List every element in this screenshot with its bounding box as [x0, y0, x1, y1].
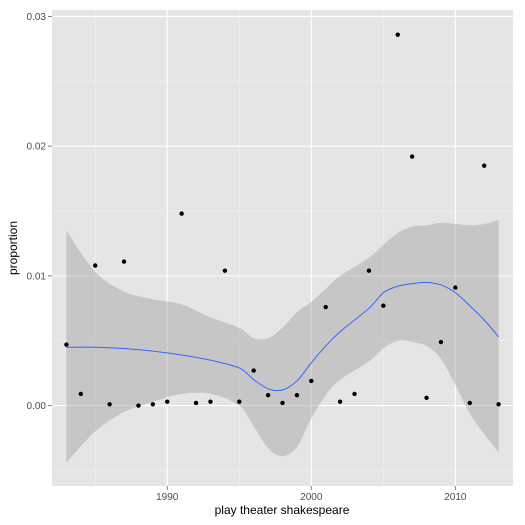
y-tick-label: 0.03 — [27, 12, 47, 23]
data-point — [93, 263, 98, 268]
data-point — [366, 268, 372, 273]
smooth-trend-line — [66, 281, 499, 392]
data-point — [309, 378, 314, 384]
data-point — [323, 304, 328, 310]
x-tick-label: 1990 — [156, 492, 179, 503]
data-point — [136, 403, 141, 408]
data-point — [237, 399, 242, 404]
major-gridlines — [52, 10, 513, 486]
data-point — [208, 399, 213, 404]
data-point — [395, 32, 400, 37]
y-axis-ticks: 0.00 0.01 0.02 0.03 — [27, 12, 52, 412]
data-point — [409, 154, 415, 159]
data-point — [193, 400, 199, 406]
data-point — [453, 285, 458, 290]
x-tick-label: 2010 — [444, 492, 467, 503]
data-point — [165, 399, 170, 404]
data-point — [352, 391, 357, 397]
x-axis-title: play theater shakespeare — [215, 503, 350, 517]
data-point — [78, 391, 84, 397]
x-axis-ticks: 1990 2000 2010 — [156, 486, 467, 503]
y-axis-title: proportion — [6, 221, 20, 275]
data-point — [337, 399, 343, 404]
y-tick-label: 0.00 — [27, 401, 47, 412]
data-point — [438, 339, 444, 345]
data-point — [424, 395, 429, 401]
data-point — [265, 393, 271, 398]
data-point — [150, 402, 156, 407]
y-tick-label: 0.02 — [27, 142, 47, 153]
plot-panel — [52, 10, 513, 486]
data-point — [64, 342, 69, 347]
data-point — [496, 402, 501, 407]
data-point — [294, 393, 300, 398]
confidence-ribbon — [66, 220, 499, 463]
data-point — [280, 400, 285, 406]
minor-gridlines — [52, 10, 513, 486]
data-point — [467, 400, 472, 406]
data-point — [121, 259, 127, 264]
data-point — [222, 268, 228, 273]
x-tick-label: 2000 — [300, 492, 323, 503]
data-points — [64, 32, 501, 408]
data-point — [481, 163, 487, 168]
y-tick-label: 0.01 — [27, 271, 47, 282]
data-point — [381, 303, 386, 308]
data-point — [107, 402, 112, 407]
data-point — [251, 368, 256, 373]
data-point — [179, 211, 184, 216]
